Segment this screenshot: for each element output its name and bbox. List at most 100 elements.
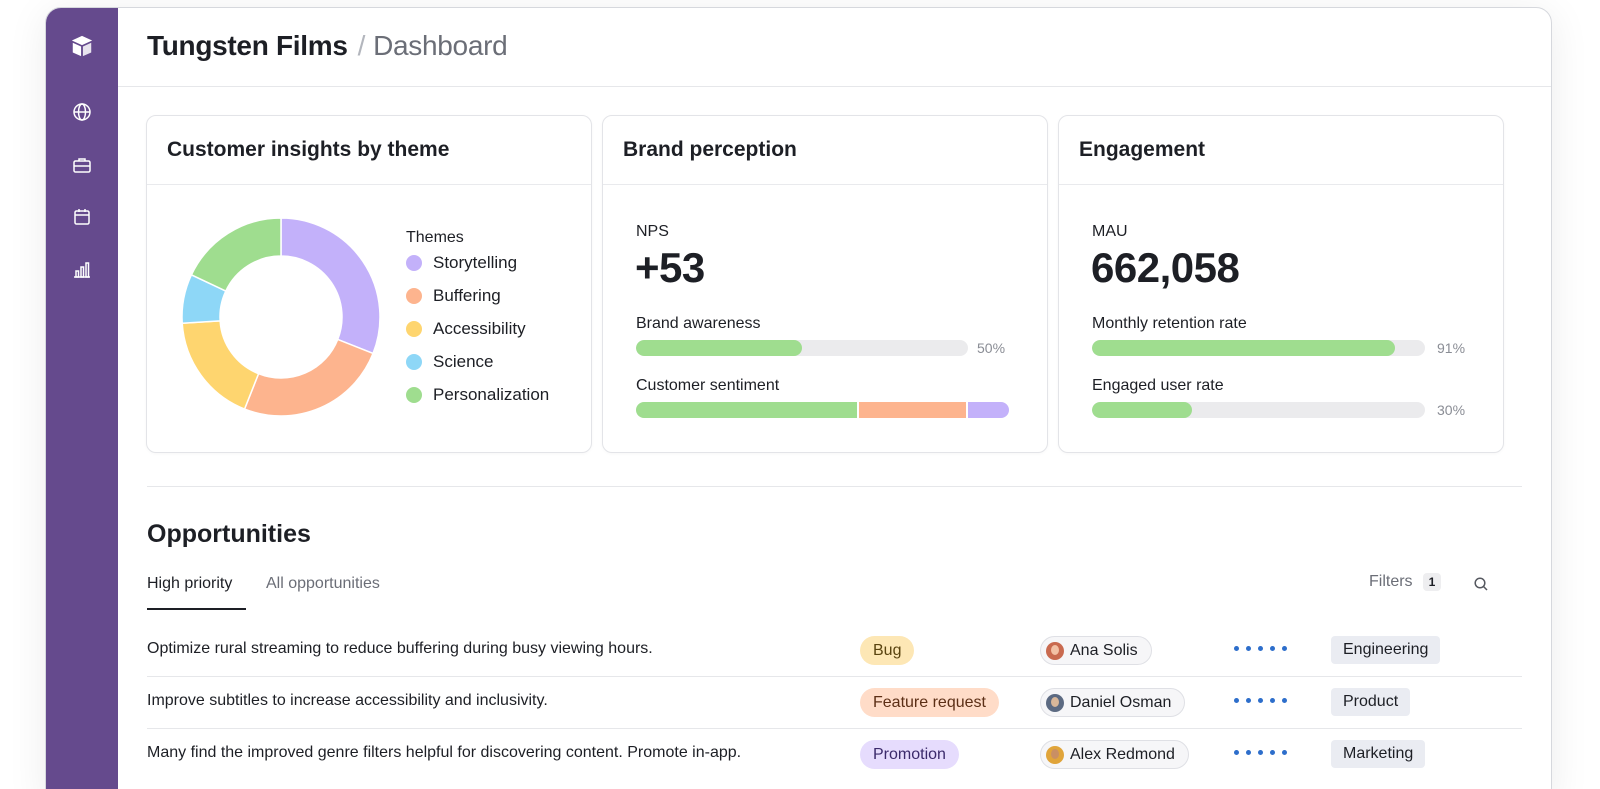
briefcase-icon[interactable] (70, 153, 94, 177)
tab-high-priority[interactable]: High priority (147, 575, 233, 592)
search-icon[interactable] (1471, 574, 1491, 594)
legend-label: Storytelling (433, 253, 518, 272)
bar-chart-icon[interactable] (70, 258, 94, 282)
opportunity-text: Many find the improved genre filters hel… (147, 744, 742, 761)
engagement-card-title: Engagement (1079, 138, 1206, 161)
rating-dot (1282, 750, 1287, 755)
rating-dot (1270, 646, 1275, 651)
priority-rating (1234, 646, 1294, 651)
avatar (1046, 693, 1064, 712)
donut-slice-buffering[interactable] (243, 338, 375, 417)
brand-awareness-label: Brand awareness (636, 315, 761, 332)
assignee-chip[interactable]: Ana Solis (1040, 636, 1152, 665)
logo-icon[interactable] (70, 34, 94, 58)
retention-rate-label: Monthly retention rate (1092, 315, 1247, 332)
tab-all-opportunities[interactable]: All opportunities (266, 575, 380, 592)
opportunity-text: Optimize rural streaming to reduce buffe… (147, 640, 653, 657)
main-content: Tungsten Films / Dashboard Customer insigh… (118, 8, 1551, 789)
engagement-card: Engagement MAU 662,058 Monthly retention… (1058, 115, 1504, 453)
section-divider (147, 486, 1522, 487)
breadcrumb-separator: / (357, 30, 366, 61)
donut-slice-storytelling[interactable] (280, 217, 381, 355)
brand-awareness-pct: 50% (977, 340, 1006, 356)
legend-dot (406, 387, 422, 403)
engaged-user-rate-bar (1092, 402, 1425, 418)
legend-item: Personalization (406, 385, 549, 405)
legend-label: Personalization (433, 385, 550, 404)
priority-rating (1234, 698, 1294, 703)
legend-dot (406, 255, 422, 271)
opportunity-text: Improve subtitles to increase accessibil… (147, 692, 548, 709)
table-row[interactable]: Optimize rural streaming to reduce buffe… (147, 625, 1522, 677)
assignee-chip[interactable]: Daniel Osman (1040, 688, 1186, 717)
table-row[interactable]: Many find the improved genre filters hel… (147, 729, 1522, 781)
rating-dot (1270, 698, 1275, 703)
opportunity-tag[interactable]: Bug (860, 636, 915, 665)
rating-dot (1234, 646, 1239, 651)
legend-title: Themes (406, 229, 464, 246)
legend-dot (406, 321, 422, 337)
header: Tungsten Films / Dashboard (118, 8, 1551, 87)
rating-dot (1234, 698, 1239, 703)
nps-label: NPS (636, 223, 669, 240)
legend-dot (406, 288, 422, 304)
retention-rate-fill (1092, 340, 1396, 356)
opportunities-title: Opportunities (147, 520, 311, 548)
brand-awareness-bar (636, 340, 968, 356)
avatar (1046, 745, 1064, 764)
legend-label: Accessibility (433, 319, 526, 338)
insights-donut-chart (181, 217, 381, 417)
assignee-name: Ana Solis (1070, 641, 1138, 659)
breadcrumb: Tungsten Films / Dashboard (147, 30, 508, 62)
legend-dot (406, 354, 422, 370)
mau-label: MAU (1092, 223, 1128, 240)
retention-rate-bar (1092, 340, 1425, 356)
team-badge[interactable]: Product (1331, 688, 1411, 716)
avatar (1046, 641, 1064, 660)
insights-card: Customer insights by theme Themes Storyt… (146, 115, 592, 453)
filters-button[interactable]: Filters 1 (1369, 573, 1442, 591)
filters-label: Filters (1369, 573, 1413, 590)
legend-item: Buffering (406, 286, 501, 306)
card-divider (603, 184, 1047, 185)
sentiment-segment (859, 402, 967, 418)
rating-dot (1234, 750, 1239, 755)
sidebar (46, 8, 118, 789)
brand-card-title: Brand perception (623, 138, 797, 161)
rating-dot (1246, 646, 1251, 651)
customer-sentiment-label: Customer sentiment (636, 377, 780, 394)
assignee-name: Daniel Osman (1070, 693, 1172, 711)
rating-dot (1246, 750, 1251, 755)
legend-label: Buffering (433, 286, 501, 305)
rating-dot (1270, 750, 1275, 755)
legend-item: Accessibility (406, 319, 526, 339)
sentiment-segment (968, 402, 1009, 418)
legend-item: Storytelling (406, 253, 517, 273)
rating-dot (1258, 698, 1263, 703)
opportunity-tag[interactable]: Feature request (860, 688, 999, 717)
customer-sentiment-bar (636, 402, 1009, 418)
mau-value: 662,058 (1091, 244, 1240, 291)
donut-slice-personalization[interactable] (190, 217, 282, 293)
rating-dot (1282, 646, 1287, 651)
assignee-chip[interactable]: Alex Redmond (1040, 740, 1189, 769)
legend-item: Science (406, 352, 493, 372)
breadcrumb-org[interactable]: Tungsten Films (147, 30, 348, 61)
rating-dot (1246, 698, 1251, 703)
team-badge[interactable]: Engineering (1331, 636, 1441, 664)
globe-icon[interactable] (70, 100, 94, 124)
donut-slice-accessibility[interactable] (181, 320, 260, 411)
engaged-user-rate-label: Engaged user rate (1092, 377, 1224, 394)
calendar-icon[interactable] (70, 205, 94, 229)
sentiment-segment (636, 402, 858, 418)
assignee-name: Alex Redmond (1070, 745, 1175, 763)
filters-count-badge: 1 (1422, 573, 1442, 591)
active-tab-indicator (147, 608, 246, 610)
brand-awareness-fill (636, 340, 802, 356)
team-badge[interactable]: Marketing (1331, 740, 1426, 768)
opportunity-tag[interactable]: Promotion (860, 740, 959, 769)
brand-card: Brand perception NPS +53 Brand awareness… (602, 115, 1048, 453)
insights-card-title: Customer insights by theme (167, 138, 450, 161)
rating-dot (1258, 750, 1263, 755)
table-row[interactable]: Improve subtitles to increase accessibil… (147, 677, 1522, 729)
